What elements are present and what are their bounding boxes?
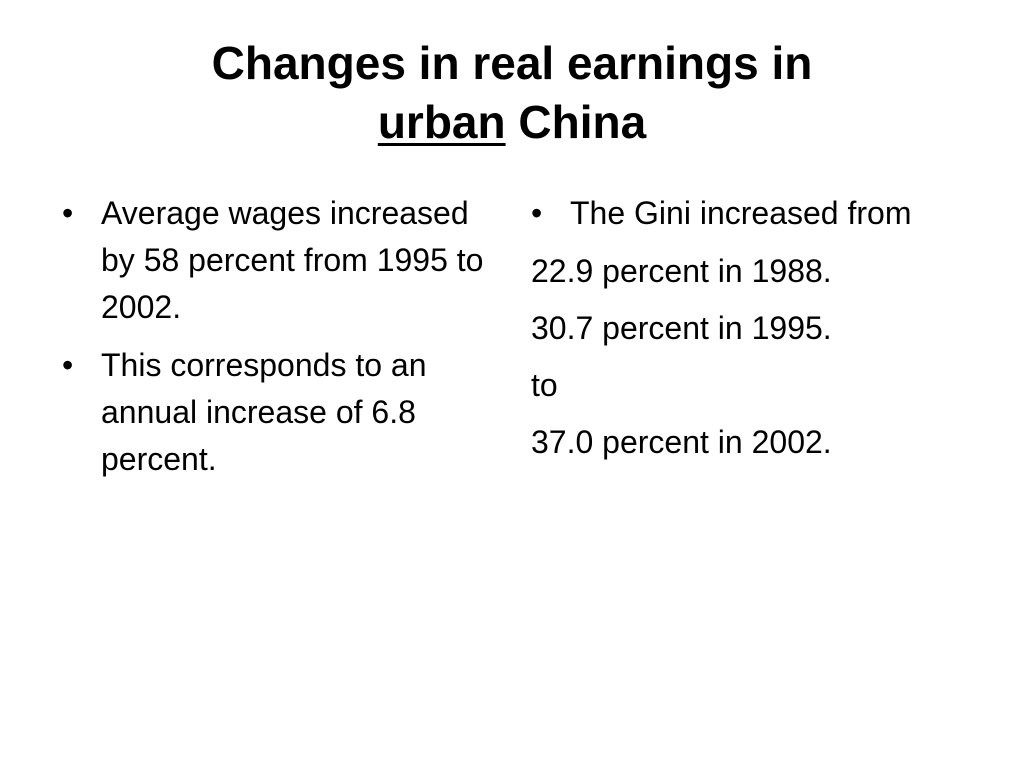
bullet-item: • This corresponds to an annual increase…	[62, 342, 492, 483]
bullet-item: • Average wages increased by 58 percent …	[62, 190, 492, 331]
bullet-icon: •	[531, 195, 543, 231]
bullet-icon: •	[62, 347, 74, 383]
slide-title: Changes in real earnings in urban China	[62, 34, 962, 152]
bullet-icon: •	[62, 195, 74, 231]
bullet-text: This corresponds to an annual increase o…	[101, 347, 427, 477]
left-column: • Average wages increased by 58 percent …	[62, 190, 492, 494]
text-line: to	[531, 367, 558, 403]
title-line-1: Changes in real earnings in	[211, 37, 813, 89]
right-column: • The Gini increased from 22.9 percent i…	[531, 190, 971, 476]
title-underlined-word: urban	[377, 96, 506, 148]
text-line: 30.7 percent in 1995.	[531, 310, 832, 346]
bullet-text: Average wages increased by 58 percent fr…	[101, 195, 484, 325]
bullet-text: The Gini increased from	[570, 195, 912, 231]
text-line: 22.9 percent in 1988.	[531, 253, 832, 289]
title-line-2-rest: China	[505, 96, 647, 148]
text-line: 37.0 percent in 2002.	[531, 424, 832, 460]
bullet-item: • The Gini increased from	[531, 190, 971, 237]
